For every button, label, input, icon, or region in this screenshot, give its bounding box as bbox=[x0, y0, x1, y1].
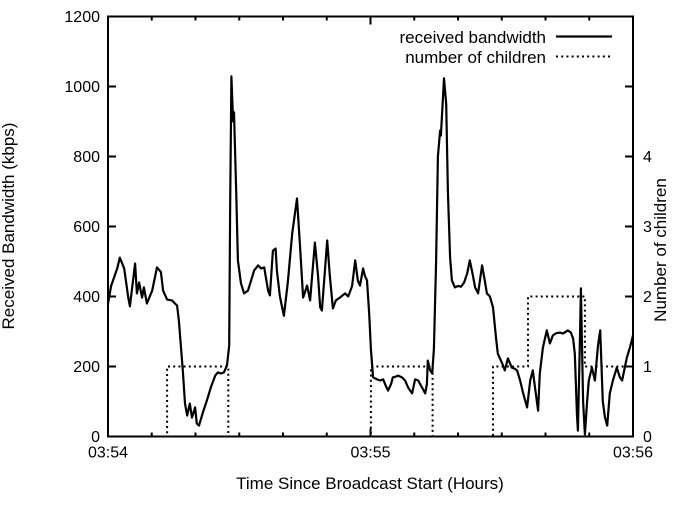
series-received-bandwidth bbox=[106, 75, 635, 436]
legend-label-received-bandwidth: received bandwidth bbox=[400, 28, 546, 47]
y-left-tick-label: 400 bbox=[73, 289, 100, 306]
x-axis-title: Time Since Broadcast Start (Hours) bbox=[236, 474, 504, 493]
x-tick-label: 03:56 bbox=[613, 445, 653, 462]
legend-item-received-bandwidth: received bandwidth bbox=[400, 28, 612, 47]
y-right-tick-label: 4 bbox=[643, 149, 652, 166]
legend: received bandwidth number of children bbox=[400, 28, 612, 67]
axis-ticks bbox=[107, 15, 634, 438]
y-left-tick-label: 1200 bbox=[64, 9, 100, 26]
series-number-of-children bbox=[108, 295, 633, 438]
y-right-tick-label: 2 bbox=[643, 289, 652, 306]
y-left-tick-label: 800 bbox=[73, 149, 100, 166]
y-left-tick-label: 0 bbox=[91, 429, 100, 446]
y-left-tick-label: 200 bbox=[73, 359, 100, 376]
y-axis-left-title: Received Bandwidth (kbps) bbox=[0, 123, 18, 330]
x-tick-label: 03:55 bbox=[350, 445, 390, 462]
x-tick-label: 03:54 bbox=[88, 445, 128, 462]
y-left-tick-label: 1000 bbox=[64, 79, 100, 96]
y-right-tick-label: 3 bbox=[643, 219, 652, 236]
axis-tick-labels: 03:54 03:55 03:560200400600800100012000123… bbox=[64, 9, 653, 462]
y-left-tick-label: 600 bbox=[73, 219, 100, 236]
y-right-tick-label: 1 bbox=[643, 359, 652, 376]
y-axis-right-title: Number of children bbox=[651, 178, 670, 322]
plot-border bbox=[107, 15, 634, 438]
legend-item-number-of-children: number of children bbox=[405, 48, 612, 67]
series-lines bbox=[106, 75, 635, 438]
legend-label-number-of-children: number of children bbox=[405, 48, 546, 67]
y-right-tick-label: 0 bbox=[643, 429, 652, 446]
